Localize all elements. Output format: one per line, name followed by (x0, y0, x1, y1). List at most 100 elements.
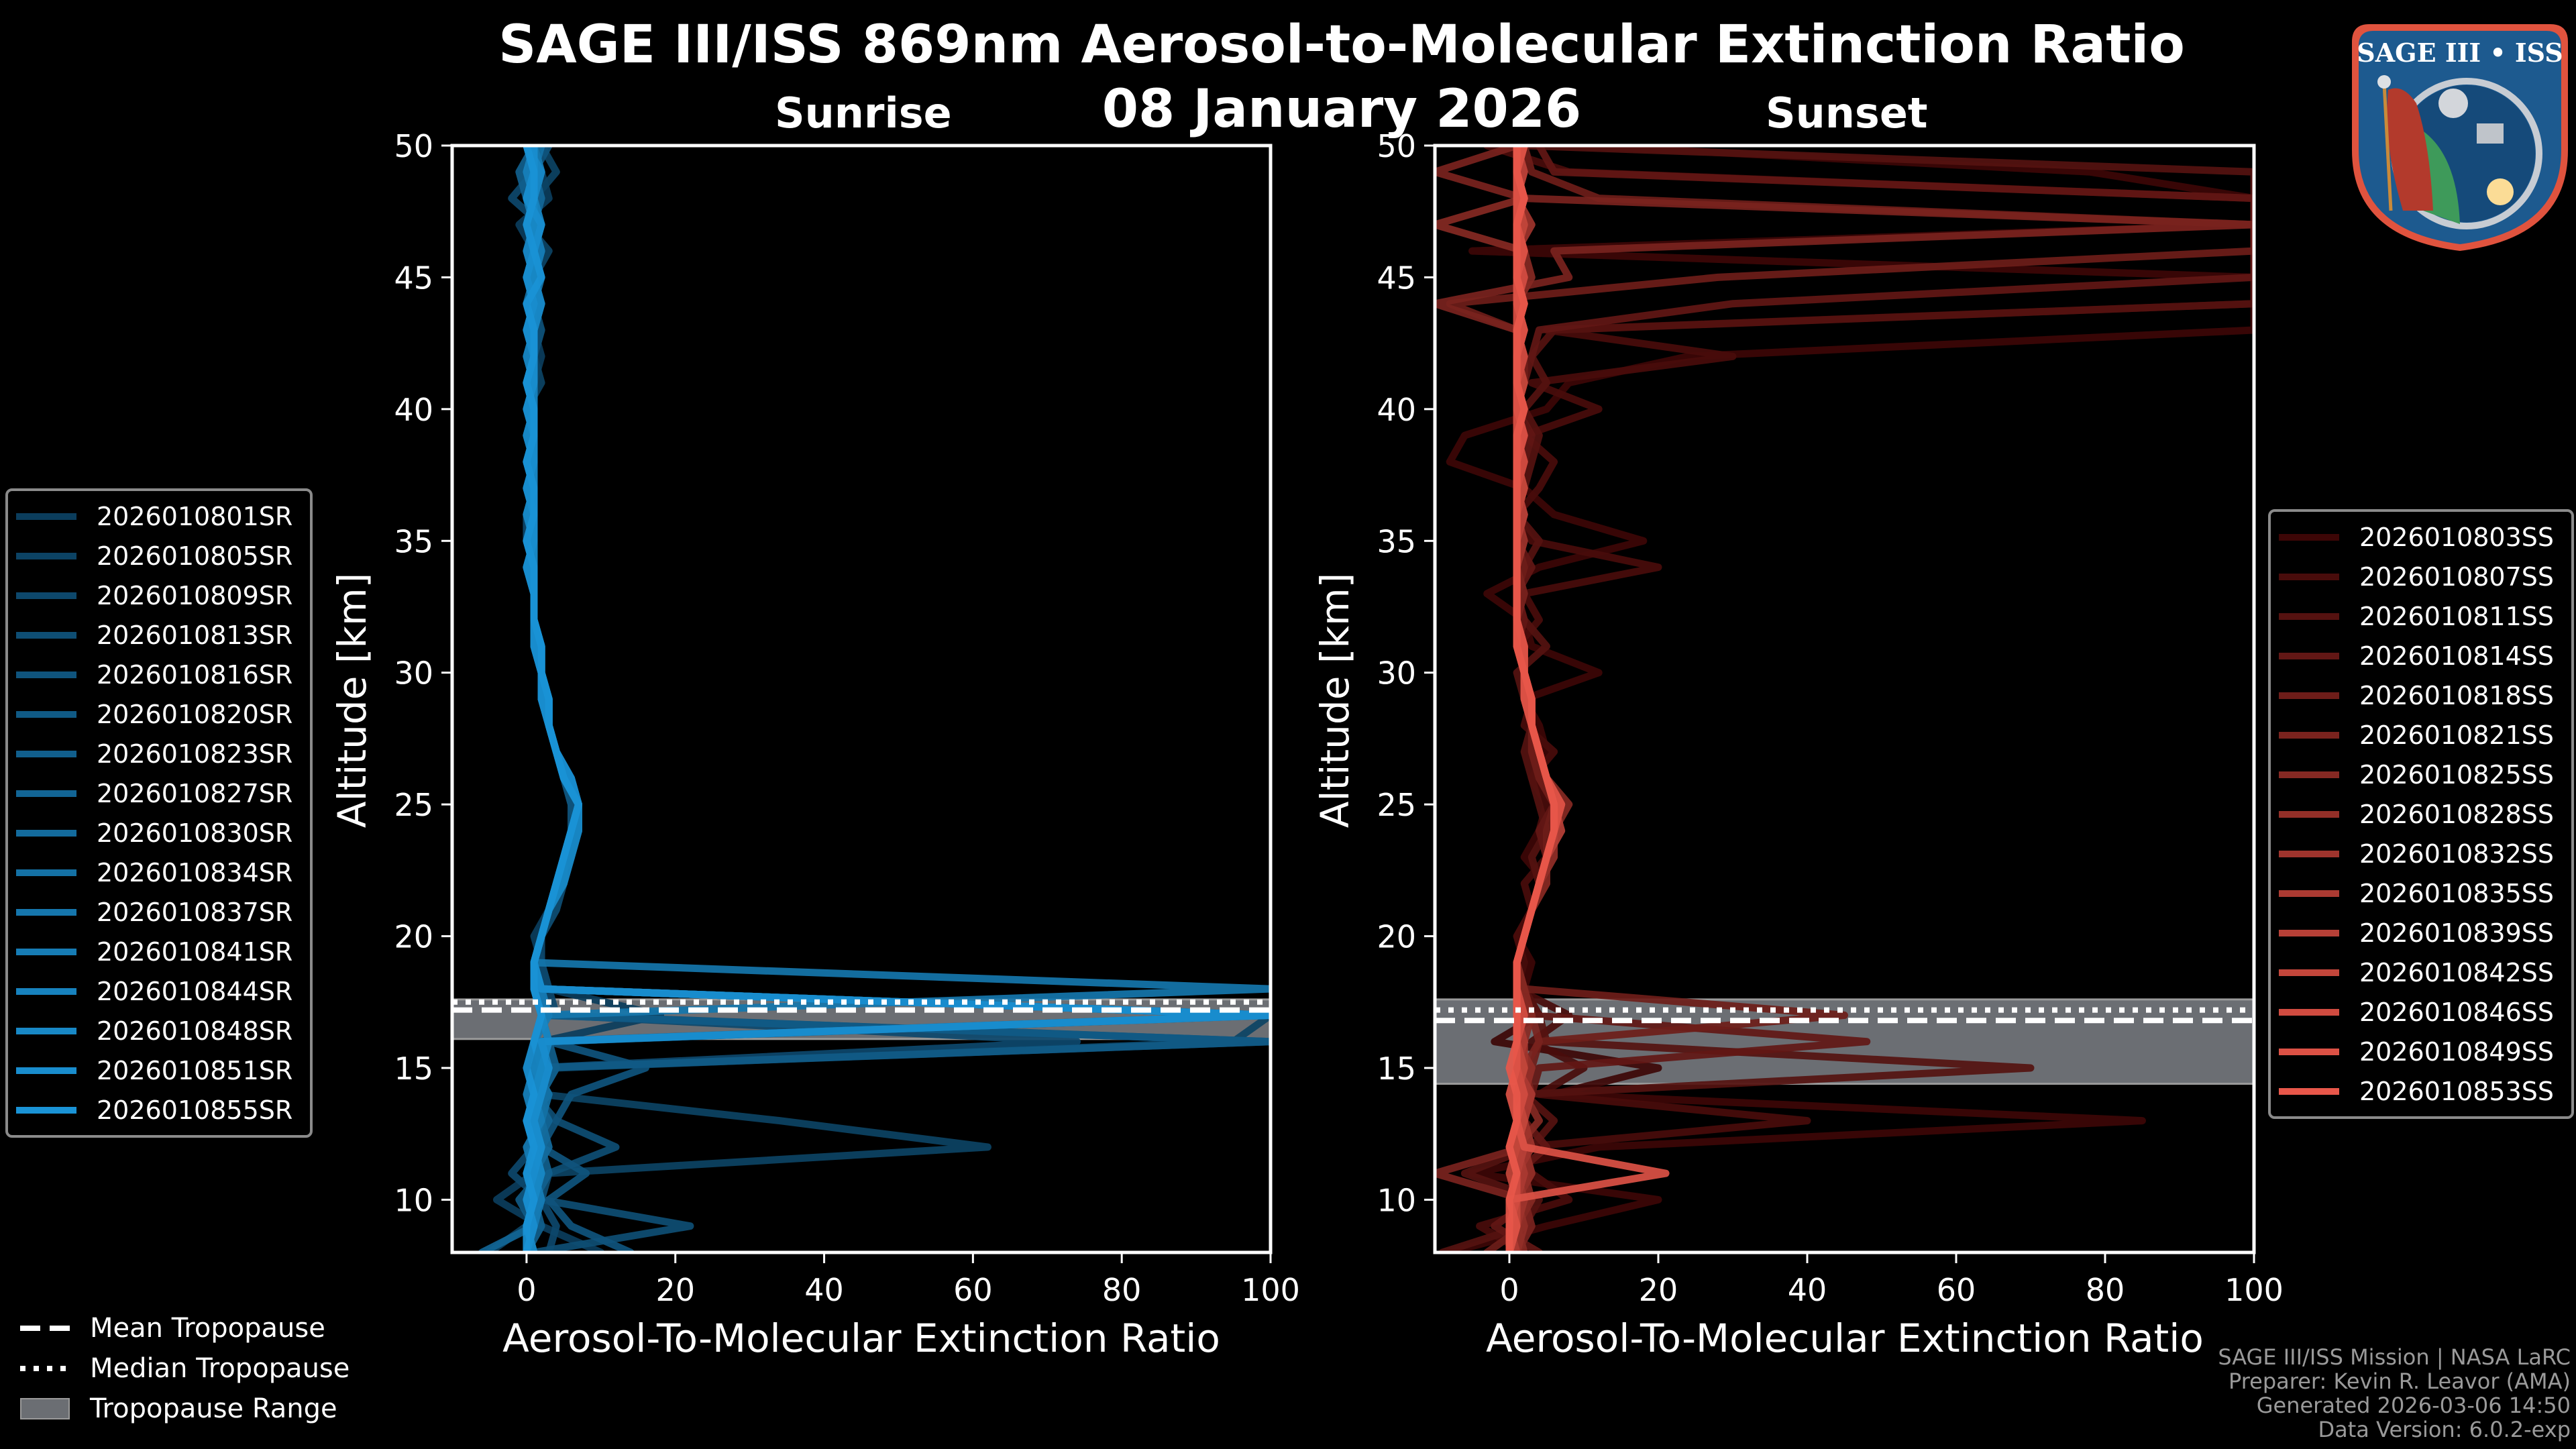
legend-item: 2026010842SS (2271, 953, 2571, 992)
series-line-2026010820SR (515, 146, 1271, 1252)
legend-label: 2026010809SR (97, 580, 293, 610)
x-tick-label: 60 (953, 1272, 993, 1308)
y-axis-label: Altitude [km] (329, 573, 375, 828)
legend-swatch-icon (16, 987, 76, 995)
y-tick-label: 25 (1377, 787, 1416, 823)
x-tick-label: 40 (1788, 1272, 1827, 1308)
y-tick-label: 45 (394, 260, 433, 296)
sunset-plot: 0 20 40 60 80 100 10 15 20 25 30 35 40 45 50 Aerosol-To… (1312, 128, 2284, 1361)
legend-label: 2026010846SS (2359, 997, 2555, 1027)
y-tick-label: 20 (394, 919, 433, 955)
legend-item: 2026010853SS (2271, 1071, 2571, 1111)
legend-swatch-icon (2279, 612, 2339, 620)
legend-item: 2026010855SR (8, 1090, 310, 1130)
x-tick-label: 100 (2224, 1272, 2284, 1308)
dashed-line-icon (20, 1326, 70, 1331)
wizard-icon (2387, 88, 2433, 211)
series-line-2026010823SR (515, 146, 1271, 1252)
moon-icon (2438, 89, 2468, 118)
legend-swatch-icon (16, 869, 76, 876)
legend-swatch-icon (16, 710, 76, 718)
legend-label: 2026010814SS (2359, 641, 2555, 671)
legend-label: 2026010816SR (97, 659, 293, 690)
legend-label: 2026010811SS (2359, 601, 2555, 631)
legend-item: 2026010818SS (2271, 676, 2571, 715)
legend-swatch-icon (16, 908, 76, 916)
legend-swatch-icon (16, 829, 76, 837)
logo-name: SAGE III • ISS (2357, 38, 2563, 68)
legend-swatch-icon (2279, 573, 2339, 580)
legend-item: 2026010823SR (8, 734, 310, 773)
legend-item-mean-tropopause: Mean Tropopause (20, 1308, 350, 1348)
footer-preparer: Preparer: Kevin R. Leavor (AMA) (2228, 1368, 2571, 1394)
legend-item: 2026010834SR (8, 853, 310, 892)
series-line-2026010851SR (523, 146, 1271, 1252)
series-line-2026010834SR (523, 146, 1271, 1252)
legend-label: 2026010805SR (97, 541, 293, 571)
legend-item: 2026010816SR (8, 655, 310, 694)
legend-label: 2026010828SS (2359, 799, 2555, 829)
series-group (478, 146, 1271, 1252)
legend-item: 2026010848SR (8, 1011, 310, 1051)
legend-swatch-icon (2279, 929, 2339, 936)
y-tick-label: 10 (1377, 1182, 1416, 1218)
legend-item: 2026010849SS (2271, 1032, 2571, 1071)
legend-item: 2026010844SR (8, 971, 310, 1011)
legend-item: 2026010809SR (8, 576, 310, 615)
y-tick-label: 30 (394, 655, 433, 692)
x-axis-label: Aerosol-To-Molecular Extinction Ratio (502, 1316, 1220, 1361)
chart-main-title: SAGE III/ISS 869nm Aerosol-to-Molecular … (498, 15, 2185, 75)
legend-swatch-icon (16, 1027, 76, 1034)
footer-credits: SAGE III/ISS Mission | NASA LaRC Prepare… (2218, 1345, 2571, 1442)
legend-swatch-icon (2279, 1008, 2339, 1016)
legend-label: 2026010801SR (97, 501, 293, 531)
series-line-2026010813SR (523, 146, 1271, 1252)
legend-swatch-icon (2279, 692, 2339, 699)
legend-item: 2026010846SS (2271, 992, 2571, 1032)
legend-swatch-icon (2279, 652, 2339, 659)
legend-item: 2026010801SR (8, 496, 310, 536)
legend-label: 2026010837SR (97, 897, 293, 927)
legend-label: 2026010830SR (97, 818, 293, 848)
legend-item-tropopause-range: Tropopause Range (20, 1389, 350, 1429)
sunset-panel-title: Sunset (1766, 89, 1928, 138)
y-tick-label: 40 (394, 392, 433, 428)
legend-item: 2026010803SS (2271, 517, 2571, 557)
gray-band-icon (20, 1398, 70, 1419)
legend-item: 2026010830SR (8, 813, 310, 853)
legend-label: 2026010820SR (97, 699, 293, 729)
legend-swatch-icon (2279, 1087, 2339, 1095)
plot-frame (1433, 144, 2256, 1254)
legend-label: 2026010834SR (97, 857, 293, 888)
legend-label: 2026010849SS (2359, 1036, 2555, 1067)
legend-label: 2026010844SR (97, 976, 293, 1006)
legend-item: 2026010811SS (2271, 596, 2571, 636)
sun-icon (2487, 178, 2514, 205)
legend-swatch-icon (16, 631, 76, 639)
legend-swatch-icon (2279, 1048, 2339, 1055)
x-tick-label: 0 (517, 1272, 536, 1308)
legend-label: 2026010825SS (2359, 759, 2555, 790)
legend-item: 2026010805SR (8, 536, 310, 576)
x-tick-label: 20 (1639, 1272, 1678, 1308)
legend-label: 2026010835SS (2359, 878, 2555, 908)
legend-swatch-icon (16, 552, 76, 559)
footer-version: Data Version: 6.0.2-exp (2318, 1417, 2571, 1442)
series-line-2026010855SR (523, 146, 582, 1252)
legend-label: Tropopause Range (90, 1393, 337, 1424)
y-tick-label: 40 (1377, 392, 1416, 428)
series-line-2026010853SS (1505, 146, 1558, 1252)
legend-swatch-icon (16, 671, 76, 678)
y-tick-label: 20 (1377, 919, 1416, 955)
sunrise-plot: 0 20 40 60 80 100 10 15 20 25 30 35 40 45 50 Aerosol-To… (329, 128, 1300, 1361)
x-tick-label: 40 (804, 1272, 844, 1308)
tropopause-legend: Mean Tropopause Median Tropopause Tropop… (20, 1308, 350, 1429)
legend-label: 2026010803SS (2359, 522, 2555, 552)
y-tick-label: 15 (394, 1051, 433, 1087)
y-tick-label: 25 (394, 787, 433, 823)
legend-label: 2026010813SR (97, 620, 293, 650)
legend-label: Mean Tropopause (90, 1313, 325, 1344)
legend-item: 2026010825SS (2271, 755, 2571, 794)
legend-swatch-icon (2279, 850, 2339, 857)
footer-mission: SAGE III/ISS Mission | NASA LaRC (2218, 1344, 2571, 1370)
